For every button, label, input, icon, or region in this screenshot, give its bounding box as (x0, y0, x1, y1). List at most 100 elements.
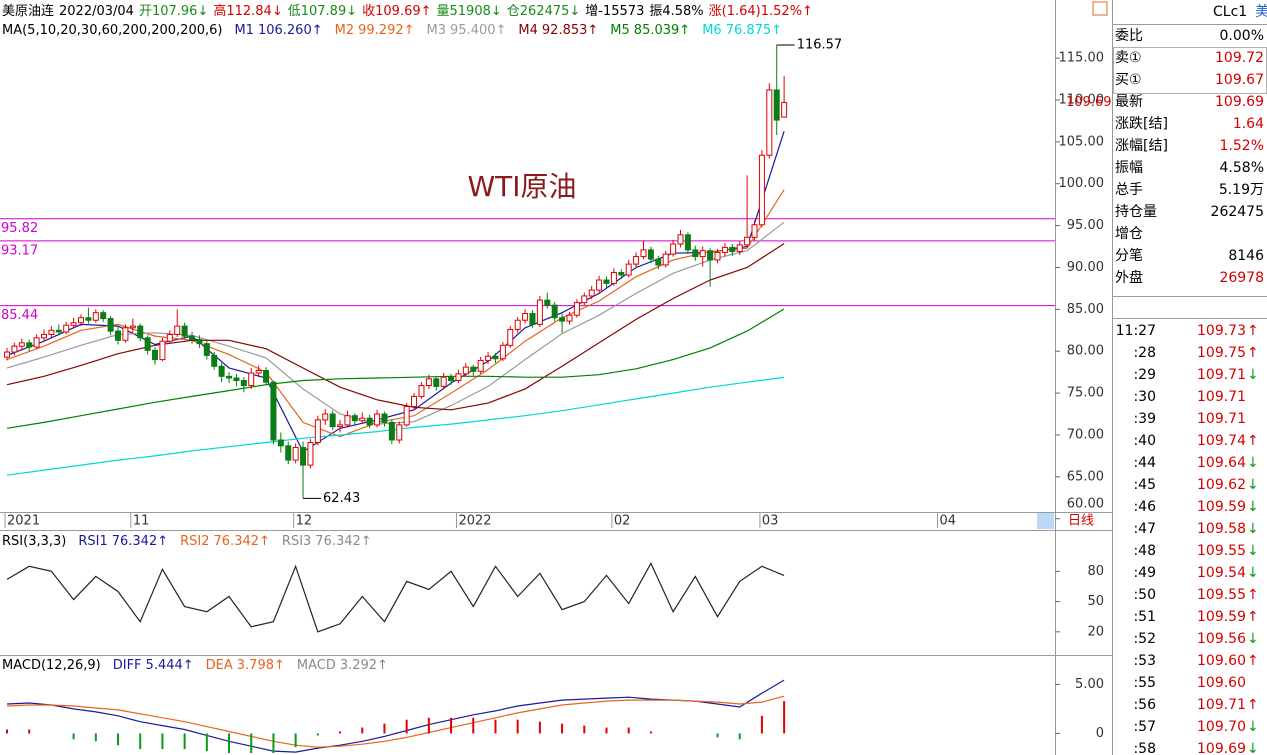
macd-bar (72, 733, 75, 740)
candle-body (773, 89, 780, 121)
candle-body (573, 302, 580, 316)
tick-price: 109.75 (1197, 345, 1246, 361)
legend-value: 76.342↑ (315, 534, 371, 549)
ma-line (6, 131, 785, 453)
legend-name: RSI2 (180, 534, 209, 549)
tick-arrow: ↓ (1247, 521, 1259, 537)
legend-title: MA(5,10,20,30,60,200,200,200,6) (2, 23, 222, 38)
macd-line (6, 679, 785, 753)
candle-body (440, 376, 447, 387)
y-tick-label: 115.00 (1059, 51, 1105, 66)
header-item: 开107.96↓ (139, 4, 208, 19)
legend-value: 5.444↑ (146, 658, 194, 673)
candle-body (300, 447, 307, 466)
chart-title: WTI原油 (467, 170, 576, 203)
market: 美 (1255, 4, 1267, 20)
candle-body (781, 102, 788, 118)
y-tick-label: 80.00 (1067, 344, 1104, 359)
legend-name: M5 (610, 23, 630, 38)
quote-value: 262475 (1211, 204, 1264, 220)
candle-body (78, 317, 85, 324)
candle-body (144, 337, 151, 351)
candle-body (314, 419, 321, 443)
tick-arrow: ↓ (1247, 565, 1259, 581)
candle-body (196, 338, 203, 345)
candle-body (374, 413, 381, 426)
macd-bar (427, 717, 430, 734)
quote-value: 1.52% (1220, 138, 1264, 154)
tick-arrow: ↓ (1247, 741, 1259, 755)
candle-body (70, 322, 77, 326)
tick-price: 109.60 (1197, 675, 1246, 691)
period-label: 日线 (1068, 514, 1094, 529)
candle-body (640, 249, 647, 258)
extreme-label: 116.57 (797, 37, 843, 52)
ma-line (6, 376, 785, 476)
quote-symbol: CLc1 美 (1213, 4, 1267, 20)
legend-name: M2 (335, 23, 355, 38)
macd-line (6, 695, 785, 748)
legend: MA(5,10,20,30,60,200,200,200,6) M1 106.260… (2, 23, 782, 38)
legend-name: RSI3 (282, 534, 311, 549)
tick-price: 109.69 (1197, 741, 1246, 755)
candle-body (721, 246, 728, 253)
candle-body (381, 413, 388, 423)
legend: RSI(3,3,3) RSI1 76.342↑ RSI2 76.342↑ RSI3 76.3… (2, 534, 372, 549)
candle-body (684, 234, 691, 251)
level-label: 93.17 (1, 243, 38, 258)
last-price-label: 109.69 (1066, 95, 1112, 110)
candle-body (507, 328, 514, 346)
header-item: 仓262475↓ (507, 4, 581, 19)
period-button[interactable] (1037, 513, 1054, 529)
candle-body (425, 378, 432, 387)
tick-price: 109.59 (1197, 499, 1246, 515)
candle-body (166, 333, 173, 342)
header-item: 收109.69↑ (362, 4, 431, 19)
quote-label: 委比 (1115, 28, 1143, 44)
tick-time: :44 (1133, 455, 1156, 471)
window-button[interactable] (1092, 1, 1108, 16)
tick-arrow: ↓ (1247, 499, 1259, 515)
macd-bar (561, 723, 564, 734)
rsi-line (6, 561, 785, 633)
candle-body (736, 244, 743, 253)
quote-label: 总手 (1115, 182, 1143, 198)
legend-value: 76.875↑ (726, 23, 782, 38)
tick-price: 109.59 (1197, 609, 1246, 625)
quote-value: 1.64 (1233, 116, 1264, 132)
candle-body (218, 365, 225, 377)
candle-body (707, 250, 714, 261)
candle-body (388, 421, 395, 441)
legend-value: 92.853↑ (542, 23, 598, 38)
header-line: 美原油连 2022/03/04 开107.96↓ 高112.84↓ 低107.89↓ 收1… (2, 3, 813, 19)
legend-value: 76.342↑ (112, 534, 168, 549)
tick-arrow: ↓ (1247, 455, 1259, 471)
tick-arrow: ↑ (1247, 697, 1259, 713)
level-label: 85.44 (1, 308, 38, 323)
tick-time: :46 (1133, 499, 1156, 515)
y-tick-label: 85.00 (1067, 302, 1104, 317)
tick-price: 109.70 (1197, 719, 1246, 735)
tick-time: :52 (1133, 631, 1156, 647)
candle-body (514, 319, 521, 330)
macd-bar (738, 733, 741, 740)
tick-price: 109.73 (1197, 323, 1246, 339)
candle-body (411, 395, 418, 407)
legend-value: 85.039↑ (634, 23, 690, 38)
header-item: 美原油连 (2, 3, 54, 19)
candle-body (499, 344, 506, 360)
quote-header (1113, 0, 1267, 24)
candle-body (240, 380, 247, 387)
candle-body (63, 324, 70, 333)
candle-body (551, 304, 558, 319)
x-tick-label: 03 (762, 514, 779, 529)
header-item: 振4.58% (649, 4, 703, 19)
y-tick-label: 70.00 (1067, 427, 1104, 442)
candle-body (396, 424, 403, 441)
candle-body (322, 413, 329, 421)
tick-arrow: ↓ (1247, 543, 1259, 559)
x-tick-label: 2022 (458, 514, 491, 529)
x-tick-label: 12 (296, 514, 313, 529)
candle-body (211, 354, 218, 367)
